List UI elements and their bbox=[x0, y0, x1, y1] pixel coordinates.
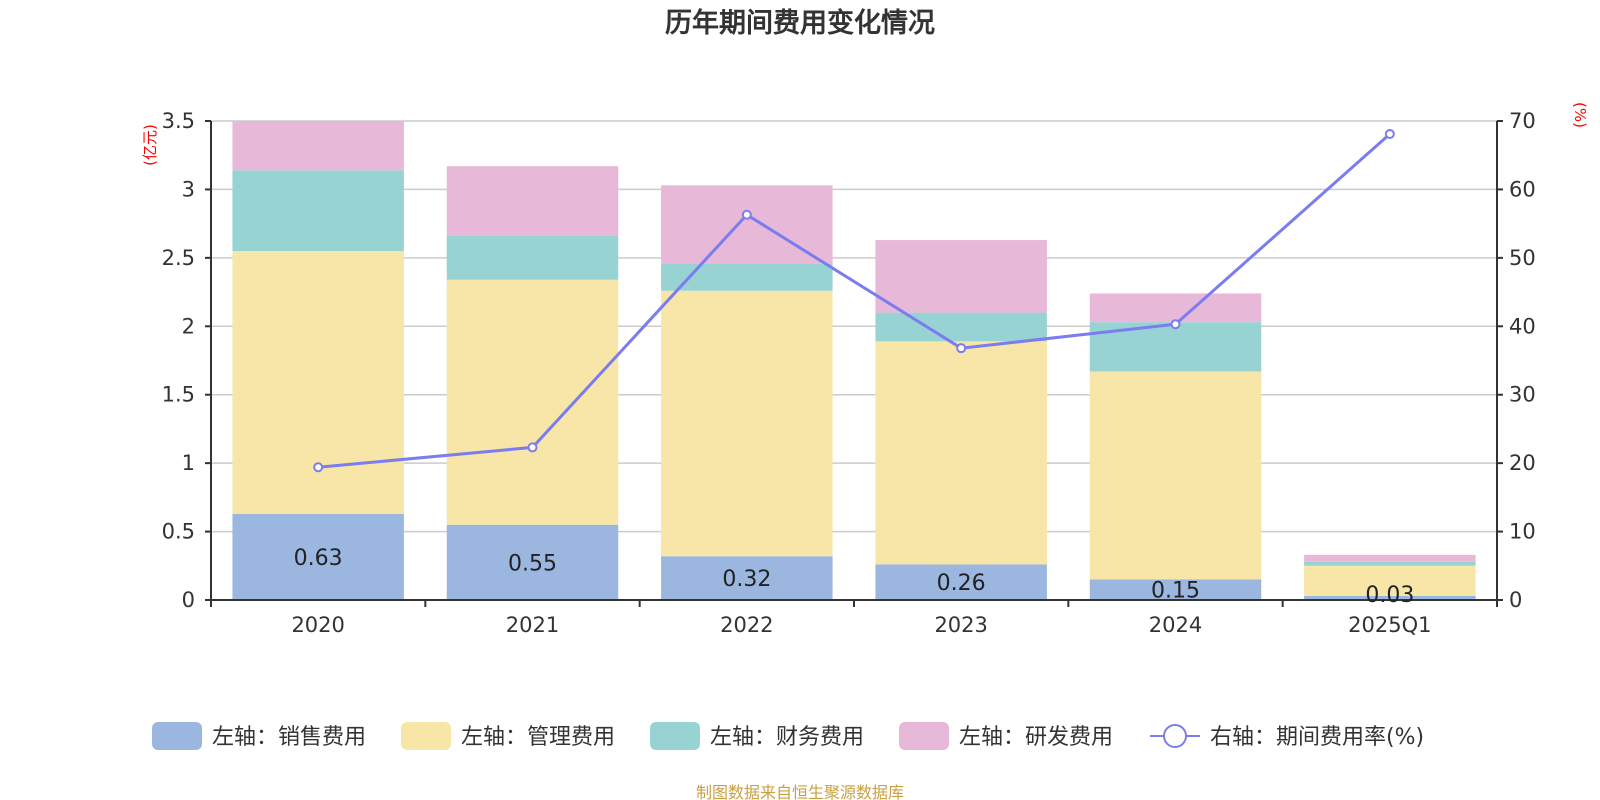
bar-value-label: 0.26 bbox=[937, 571, 986, 596]
bar-segment bbox=[1304, 561, 1476, 566]
x-tick-label: 2020 bbox=[291, 613, 344, 637]
bar-segment bbox=[875, 240, 1047, 313]
bar-segment bbox=[661, 263, 833, 291]
legend: 左轴：销售费用 左轴：管理费用 左轴：财务费用 左轴：研发费用 右轴：期间费用率(%) bbox=[152, 722, 1424, 750]
right-tick-label: 30 bbox=[1509, 383, 1536, 407]
legend-label: 左轴：销售费用 bbox=[212, 725, 366, 750]
legend-label: 右轴：期间费用率(%) bbox=[1210, 725, 1424, 750]
bar-segment bbox=[232, 121, 404, 171]
bar-segment bbox=[1304, 595, 1476, 600]
rate-point bbox=[1170, 319, 1181, 330]
right-tick-label: 50 bbox=[1509, 246, 1536, 270]
bar-value-label: 0.55 bbox=[508, 551, 557, 576]
bar-segment bbox=[1304, 554, 1476, 562]
x-tick-label: 2022 bbox=[720, 613, 773, 637]
x-tick-label: 2021 bbox=[506, 613, 559, 637]
legend-swatch bbox=[899, 722, 949, 750]
rate-line bbox=[313, 129, 1395, 473]
gridlines bbox=[211, 120, 1497, 533]
rate-point bbox=[741, 209, 752, 220]
bar-segment bbox=[446, 166, 619, 236]
bar-segment bbox=[446, 279, 619, 525]
bar-segment bbox=[446, 235, 619, 280]
bar-value-label: 0.15 bbox=[1151, 579, 1200, 604]
legend-label: 左轴：研发费用 bbox=[959, 725, 1113, 750]
bar-segment bbox=[1304, 565, 1476, 596]
bar-segment bbox=[232, 513, 404, 600]
rate-polyline bbox=[318, 132, 1391, 469]
bar-segment bbox=[1089, 579, 1262, 600]
data-source: 制图数据来自恒生聚源数据库 bbox=[696, 783, 904, 800]
right-tick-label: 10 bbox=[1509, 520, 1536, 544]
bar-value-label: 0.03 bbox=[1365, 583, 1414, 608]
legend-swatch bbox=[152, 722, 202, 750]
left-tick-label: 1 bbox=[182, 451, 195, 475]
chart-title: 历年期间费用变化情况 bbox=[665, 7, 935, 39]
bar-value-label: 0.63 bbox=[294, 546, 343, 571]
right-tick-label: 40 bbox=[1509, 314, 1536, 338]
right-tick-label: 20 bbox=[1509, 451, 1536, 475]
left-axis-unit: (亿元) bbox=[141, 124, 159, 166]
left-tick-label: 3.5 bbox=[162, 109, 195, 133]
legend-label: 左轴：管理费用 bbox=[461, 725, 615, 750]
x-tick-label: 2024 bbox=[1149, 613, 1202, 637]
x-tick-label: 2023 bbox=[934, 613, 987, 637]
left-tick-label: 2.5 bbox=[162, 246, 195, 270]
rate-point bbox=[956, 343, 967, 354]
bar-segment bbox=[1089, 293, 1262, 323]
right-axis-unit: (%) bbox=[1571, 102, 1589, 128]
bar-segment bbox=[232, 170, 404, 252]
right-tick-label: 60 bbox=[1509, 177, 1536, 201]
bars bbox=[232, 121, 1476, 600]
bar-segment bbox=[232, 251, 404, 514]
bar-segment bbox=[661, 556, 833, 600]
right-tick-label: 0 bbox=[1509, 588, 1522, 612]
bar-value-label: 0.32 bbox=[722, 567, 771, 592]
left-tick-label: 0.5 bbox=[162, 520, 195, 544]
legend-swatch bbox=[401, 722, 451, 750]
legend-label: 左轴：财务费用 bbox=[710, 725, 864, 750]
bar-segment bbox=[875, 564, 1047, 600]
legend-circle-icon bbox=[1163, 724, 1187, 748]
bar-segment bbox=[875, 341, 1047, 565]
left-tick-label: 3 bbox=[182, 177, 195, 201]
x-tick-label: 2025Q1 bbox=[1348, 613, 1431, 637]
rate-point bbox=[1384, 129, 1395, 140]
bar-segment bbox=[875, 312, 1047, 342]
bar-segment bbox=[661, 290, 833, 557]
bar-segment bbox=[1089, 371, 1262, 580]
bar-segment bbox=[446, 524, 619, 600]
right-tick-label: 70 bbox=[1509, 109, 1536, 133]
rate-point bbox=[527, 442, 538, 453]
legend-swatch bbox=[650, 722, 700, 750]
axes: 0 0.5 1 1.5 2 2.5 3 3.5 0 10 20 30 40 50 60 70 2020 2021 2… bbox=[162, 109, 1536, 637]
left-tick-label: 2 bbox=[182, 314, 195, 338]
rate-point bbox=[313, 462, 324, 473]
left-tick-label: 1.5 bbox=[162, 383, 195, 407]
left-tick-label: 0 bbox=[182, 588, 195, 612]
data-labels: 0.63 0.55 0.32 0.26 0.15 0.03 bbox=[294, 546, 1415, 608]
